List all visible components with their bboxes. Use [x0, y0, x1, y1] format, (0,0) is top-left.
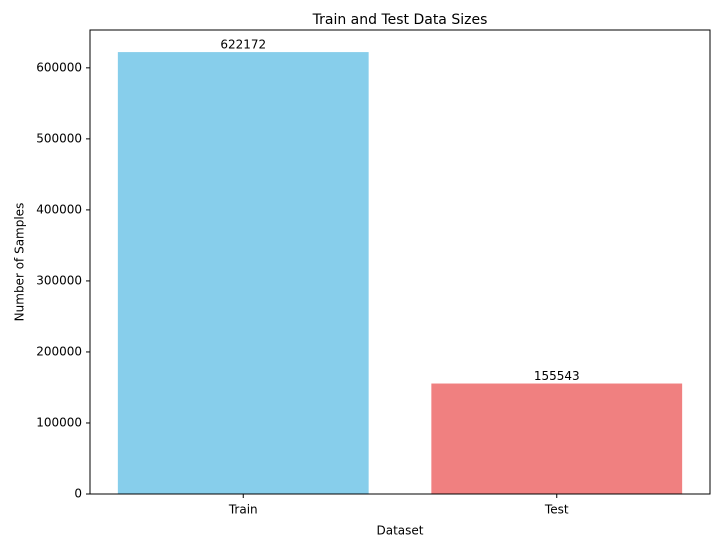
x-axis-label: Dataset: [377, 524, 424, 538]
y-tick-label: 300000: [36, 273, 82, 287]
y-tick-label: 600000: [36, 60, 82, 74]
chart-title: Train and Test Data Sizes: [312, 12, 488, 28]
bar: [117, 52, 369, 494]
axes-frame: [89, 29, 711, 495]
x-tick-label: Train: [228, 503, 258, 517]
y-axis-label: Number of Samples: [13, 203, 27, 322]
y-tick-label: 500000: [36, 131, 82, 145]
y-tick-label: 400000: [36, 202, 82, 216]
y-tick-label: 0: [74, 487, 82, 501]
y-tick-label: 200000: [36, 344, 82, 358]
value-label: 155543: [534, 369, 580, 383]
x-tick-label: Test: [544, 503, 569, 517]
y-tick-label: 100000: [36, 415, 82, 429]
value-label: 622172: [220, 38, 266, 52]
bar: [431, 383, 683, 494]
